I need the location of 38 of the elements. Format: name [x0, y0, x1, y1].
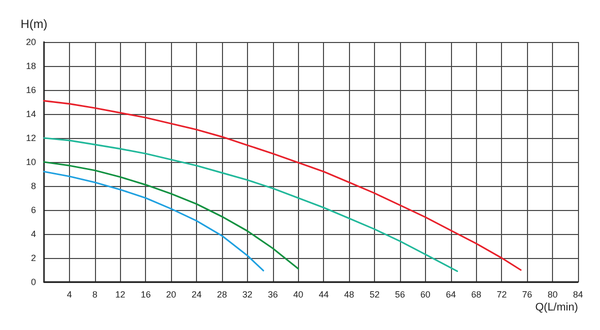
- y-tick-label: 0: [30, 277, 36, 287]
- y-tick-label: 2: [30, 253, 36, 263]
- x-tick-label: 8: [92, 290, 98, 300]
- x-tick-label: 48: [344, 290, 354, 300]
- y-tick-label: 14: [26, 109, 36, 119]
- x-axis-title: Q(L/min): [535, 302, 578, 314]
- y-tick-label: 6: [30, 205, 36, 215]
- x-tick-label: 4: [66, 290, 72, 300]
- x-tick-label: 68: [471, 290, 482, 300]
- x-tick-label: 24: [192, 290, 202, 300]
- y-axis-title: H(m): [20, 17, 48, 31]
- x-tick-label: 80: [548, 290, 558, 300]
- y-tick-label: 16: [26, 85, 36, 95]
- x-tick-label: 72: [496, 290, 507, 300]
- x-tick-label: 76: [522, 290, 532, 300]
- x-tick-label: 44: [318, 290, 329, 300]
- y-tick-label: 4: [30, 229, 36, 239]
- x-tick-label: 36: [268, 290, 278, 300]
- x-tick-label: 28: [216, 290, 228, 300]
- x-tick-label: 12: [115, 290, 126, 300]
- x-tick-label: 16: [140, 290, 151, 300]
- x-tick-label: 52: [370, 290, 380, 300]
- y-tick-label: 10: [26, 157, 36, 167]
- x-tick-label: 56: [394, 290, 406, 300]
- x-tick-label: 20: [166, 290, 176, 300]
- y-tick-label: 8: [30, 181, 36, 191]
- x-tick-label: 32: [242, 290, 252, 300]
- line-series: [43, 137, 458, 272]
- x-tick-label: 40: [293, 290, 304, 300]
- line-series: [43, 170, 264, 272]
- y-tick-label: 12: [26, 133, 36, 143]
- x-tick-label: 84: [572, 290, 584, 300]
- x-tick-label: 64: [446, 290, 456, 300]
- line-series: [43, 100, 522, 271]
- line-series: [43, 161, 300, 270]
- y-tick-label: 18: [26, 61, 36, 71]
- y-tick-label: 20: [26, 37, 36, 47]
- x-tick-label: 60: [420, 290, 430, 300]
